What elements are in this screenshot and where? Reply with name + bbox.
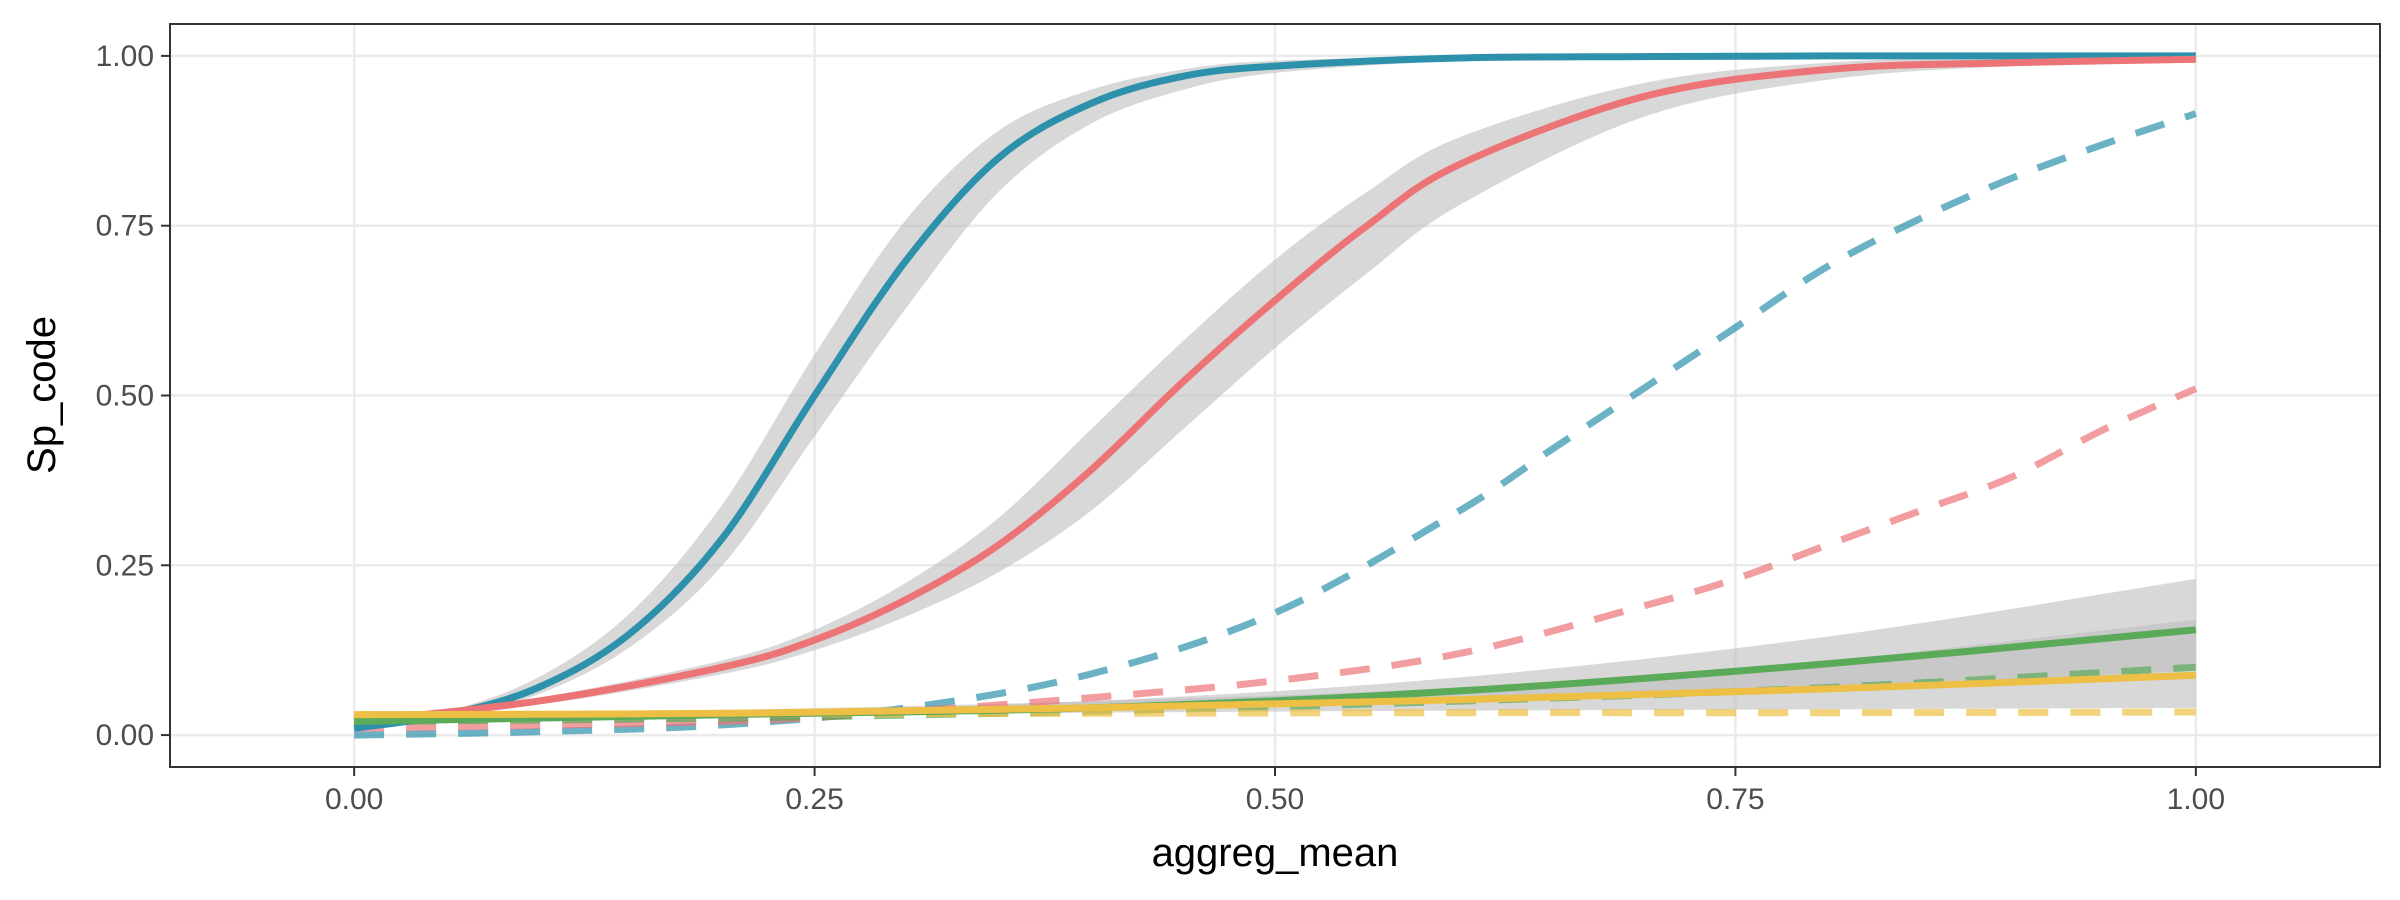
series-line-1 xyxy=(353,52,2196,732)
x-axis-title: aggreg_mean xyxy=(1152,831,1399,875)
x-tick-label: 0.00 xyxy=(325,783,383,816)
series-lines xyxy=(353,52,2198,739)
y-axis-title: Sp_code xyxy=(20,316,64,474)
y-tick-label: 0.00 xyxy=(96,719,154,752)
x-tick-label: 0.50 xyxy=(1246,783,1304,816)
x-tick-label: 1.00 xyxy=(2167,783,2225,816)
x-tick-label: 0.75 xyxy=(1706,783,1764,816)
axis-ticks: 0.00 0.25 0.50 0.75 1.00 0.00 0.25 0.50 0.75 1.00 xyxy=(96,40,2225,816)
y-tick-label: 0.50 xyxy=(96,380,154,413)
x-tick-label: 0.25 xyxy=(785,783,843,816)
series-line-2 xyxy=(353,55,2196,725)
series-line-6 xyxy=(354,671,2196,719)
y-tick-label: 1.00 xyxy=(96,40,154,73)
y-tick-label: 0.25 xyxy=(96,549,154,582)
series-line-4 xyxy=(354,385,2198,732)
y-tick-label: 0.75 xyxy=(96,210,154,243)
